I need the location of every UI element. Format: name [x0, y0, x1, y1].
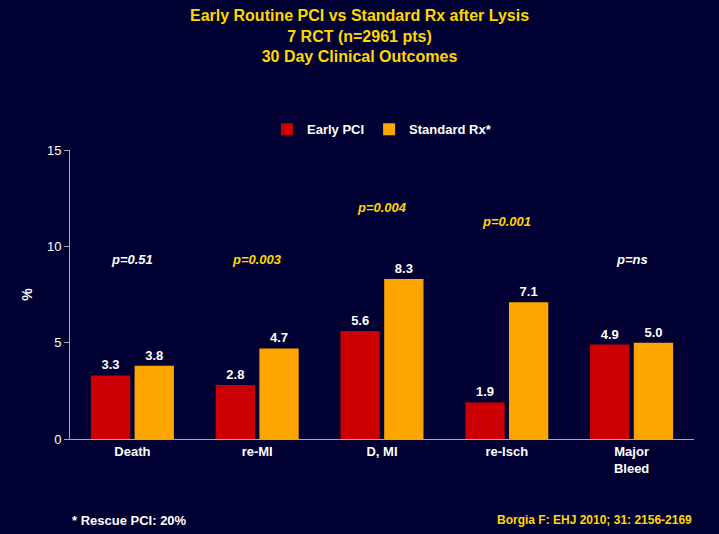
svg-text:Death: Death — [114, 444, 150, 459]
svg-text:p=0.001: p=0.001 — [482, 214, 531, 229]
svg-text:MajorBleed: MajorBleed — [614, 444, 649, 476]
svg-text:Borgia F: EHJ 2010; 31: 2156-2: Borgia F: EHJ 2010; 31: 2156-2169 — [497, 513, 692, 527]
svg-text:re-MI: re-MI — [242, 444, 273, 459]
svg-text:Standard Rx*: Standard Rx* — [409, 122, 492, 137]
svg-text:10: 10 — [47, 239, 61, 254]
svg-text:15: 15 — [47, 143, 61, 158]
svg-text:%: % — [19, 288, 35, 301]
svg-text:p=0.51: p=0.51 — [111, 252, 153, 267]
svg-text:p=ns: p=ns — [616, 252, 648, 267]
svg-text:5.0: 5.0 — [644, 325, 662, 340]
svg-text:D, MI: D, MI — [366, 444, 397, 459]
svg-text:Early Routine PCI vs Standard: Early Routine PCI vs Standard Rx after L… — [190, 7, 529, 66]
svg-text:3.3: 3.3 — [102, 357, 120, 372]
svg-text:8.3: 8.3 — [395, 261, 413, 276]
svg-text:re-Isch: re-Isch — [485, 444, 528, 459]
svg-text:5.6: 5.6 — [351, 313, 369, 328]
svg-text:1.9: 1.9 — [476, 384, 494, 399]
svg-text:4.7: 4.7 — [270, 330, 288, 345]
svg-text:2.8: 2.8 — [226, 367, 244, 382]
svg-text:3.8: 3.8 — [145, 348, 163, 363]
svg-text:0: 0 — [54, 432, 61, 447]
svg-text:* Rescue PCI: 20%: * Rescue PCI: 20% — [72, 513, 187, 528]
svg-text:7.1: 7.1 — [520, 284, 538, 299]
svg-text:p=0.004: p=0.004 — [357, 200, 407, 215]
svg-text:4.9: 4.9 — [601, 327, 619, 342]
svg-text:5: 5 — [54, 335, 61, 350]
svg-text:p=0.003: p=0.003 — [232, 252, 282, 267]
svg-text:Early PCI: Early PCI — [307, 122, 364, 137]
